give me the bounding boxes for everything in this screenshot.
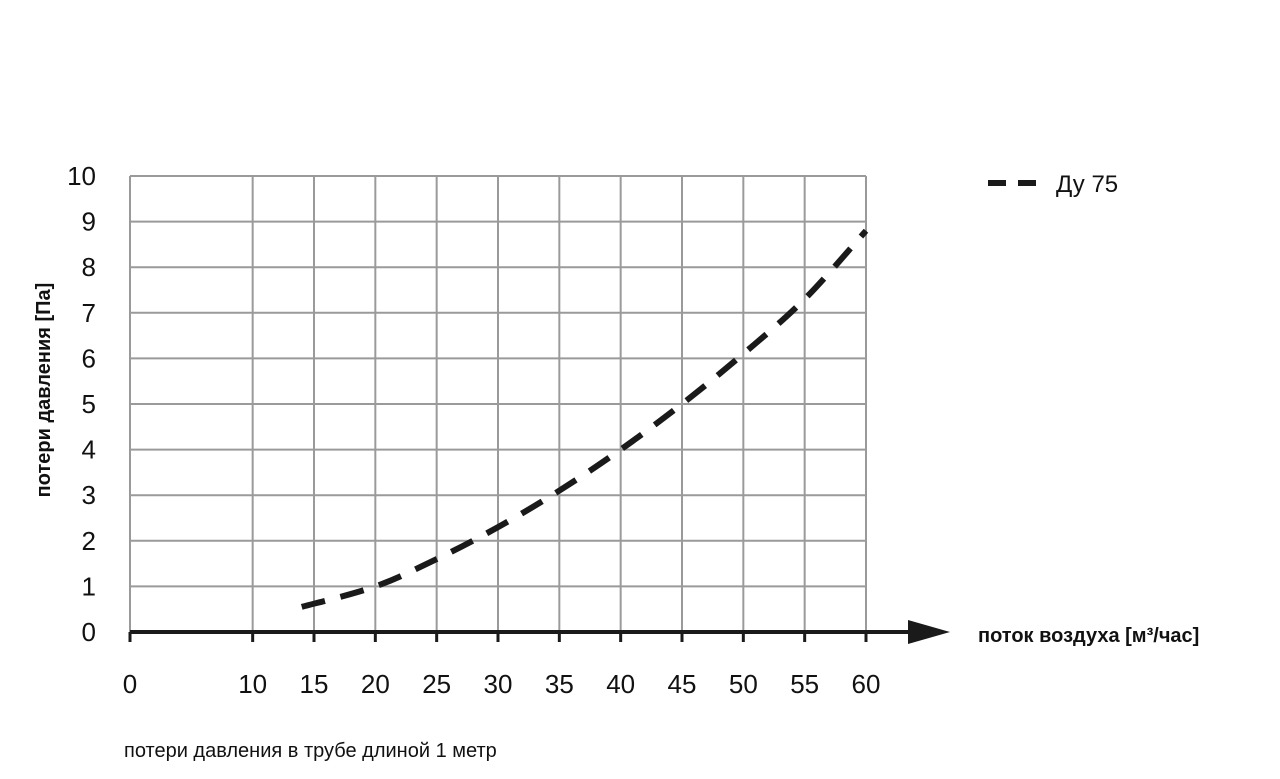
y-tick-label: 7 (82, 298, 96, 328)
x-tick-label: 30 (484, 669, 513, 699)
legend: Ду 75 (988, 171, 1118, 198)
x-tick-label: 25 (422, 669, 451, 699)
y-ticks: 0 1 2 3 4 5 6 7 8 9 10 (67, 161, 96, 647)
x-tick-label: 55 (790, 669, 819, 699)
y-tick-label: 5 (82, 389, 96, 419)
y-tick-label: 8 (82, 252, 96, 282)
x-tick-label: 45 (668, 669, 697, 699)
y-tick-label: 1 (82, 571, 96, 601)
x-tick-label: 40 (606, 669, 635, 699)
y-tick-label: 9 (82, 207, 96, 237)
series-line (300, 228, 869, 610)
x-axis-label: поток воздуха [м³/час] (978, 625, 1199, 647)
x-axis-arrow (908, 620, 950, 644)
y-tick-label: 4 (82, 435, 96, 465)
x-tick-label: 60 (852, 669, 881, 699)
x-tick-label: 35 (545, 669, 574, 699)
y-axis-label: потери давления [Па] (33, 283, 55, 498)
x-tick-label: 50 (729, 669, 758, 699)
x-tick-label: 15 (300, 669, 329, 699)
y-tick-label: 3 (82, 480, 96, 510)
grid (129, 175, 867, 632)
footnote: потери давления в трубе длиной 1 метр (124, 740, 497, 762)
x-tick-label: 20 (361, 669, 390, 699)
y-tick-label: 0 (82, 617, 96, 647)
x-axis (130, 620, 950, 644)
series-lines (300, 228, 869, 610)
x-tick-label: 0 (123, 669, 137, 699)
x-ticks: 0 10 15 20 25 30 35 40 45 50 55 60 (123, 632, 881, 699)
legend-label: Ду 75 (1056, 171, 1118, 198)
y-tick-label: 2 (82, 526, 96, 556)
x-tick-label: 10 (238, 669, 267, 699)
y-tick-label: 10 (67, 161, 96, 191)
y-tick-label: 6 (82, 343, 96, 373)
